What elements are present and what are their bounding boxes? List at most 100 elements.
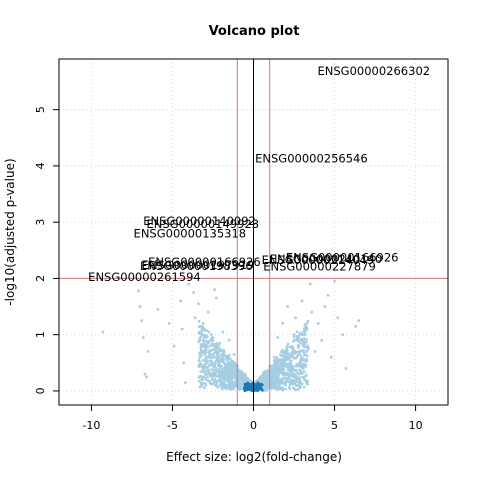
cloud-point [220,385,224,389]
cloud-point [204,369,207,373]
cloud-point [305,359,309,363]
cloud-point [198,336,202,340]
cloud-point [227,386,231,390]
threshold-lines [59,59,448,405]
cloud-point [259,386,262,389]
cloud-point [304,374,307,378]
cloud-point [215,381,218,385]
cloud-point [281,350,285,354]
data-point [209,333,213,337]
cloud-point [279,369,282,373]
cloud-point [305,340,308,344]
data-point [357,319,361,323]
gene-label: ENSG00000140092 [143,214,256,228]
cloud-point [205,336,208,339]
data-point [206,310,210,314]
data-point [101,330,105,334]
cloud-point [292,356,295,359]
cloud-point [232,371,236,374]
x-axis-label: Effect size: log2(fold-change) [166,450,342,464]
cloud-point [220,364,223,368]
data-point [211,364,215,368]
cloud-point [210,339,214,343]
cloud-point [230,371,233,375]
cloud-point [206,361,209,364]
data-point [310,310,314,314]
data-point [232,352,236,356]
cloud-point [270,366,273,370]
cloud-point [218,349,222,353]
cloud-point [245,388,249,392]
cloud-point [203,364,206,368]
chart-title: Volcano plot [209,24,300,39]
cloud-point [208,359,212,363]
cloud-point [281,379,284,383]
cloud-point [197,325,201,329]
cloud-point [281,354,284,357]
cloud-point [303,333,306,336]
cloud-point [229,385,233,388]
cloud-point [291,382,295,386]
cloud-point [197,320,201,323]
cloud-point [239,374,242,378]
cloud-point [298,380,302,383]
cloud-point [201,359,205,362]
cloud-point [294,388,297,392]
cloud-point [248,383,252,386]
cloud-point [209,373,212,376]
cloud-point [201,378,204,382]
cloud-point [237,383,241,387]
data-point [273,355,276,359]
cloud-point [282,356,286,360]
cloud-point [201,375,204,379]
gene-label: ENSG00000240140 [270,252,383,266]
cloud-point [300,337,304,341]
cloud-point [281,387,284,391]
cloud-point [295,338,299,342]
cloud-point [288,346,292,349]
cloud-point [255,387,258,390]
cloud-point [204,350,208,354]
data-point [289,361,293,365]
data-point [156,307,160,311]
gene-label: ENSG00000149923 [147,217,260,231]
cloud-point [300,356,303,360]
cloud-point [283,361,287,365]
cloud-point [226,371,230,375]
cloud-point [295,356,299,359]
cloud-point [290,366,294,370]
cloud-point [284,383,288,387]
data-point [137,289,140,293]
data-point [336,316,340,320]
cloud-point [222,360,225,364]
cloud-point [230,359,234,363]
cloud-point [288,356,292,359]
cloud-point [246,376,249,380]
cloud-point [212,342,216,346]
cloud-point [274,368,278,372]
cloud-point [274,366,277,370]
data-point [276,336,280,339]
cloud-point [287,385,291,389]
data-point [145,375,148,379]
cloud-point [281,371,284,374]
data-point [305,327,309,331]
data-point [187,282,191,286]
y-tick-label: 3 [34,219,47,226]
cloud-point [302,354,306,357]
cloud-point [285,345,289,349]
cloud-point [218,383,222,387]
cloud-point [254,380,257,384]
cloud-point [306,319,310,323]
cloud-point [213,383,217,387]
cloud-point [204,366,208,369]
gene-label: ENSG00000197919 [142,258,255,272]
cloud-point [203,342,206,346]
cloud-point [272,379,275,382]
cloud-point [278,379,281,382]
cloud-point [305,349,309,353]
data-point [302,358,306,362]
cloud-point [256,381,260,385]
cloud-point [262,385,265,389]
